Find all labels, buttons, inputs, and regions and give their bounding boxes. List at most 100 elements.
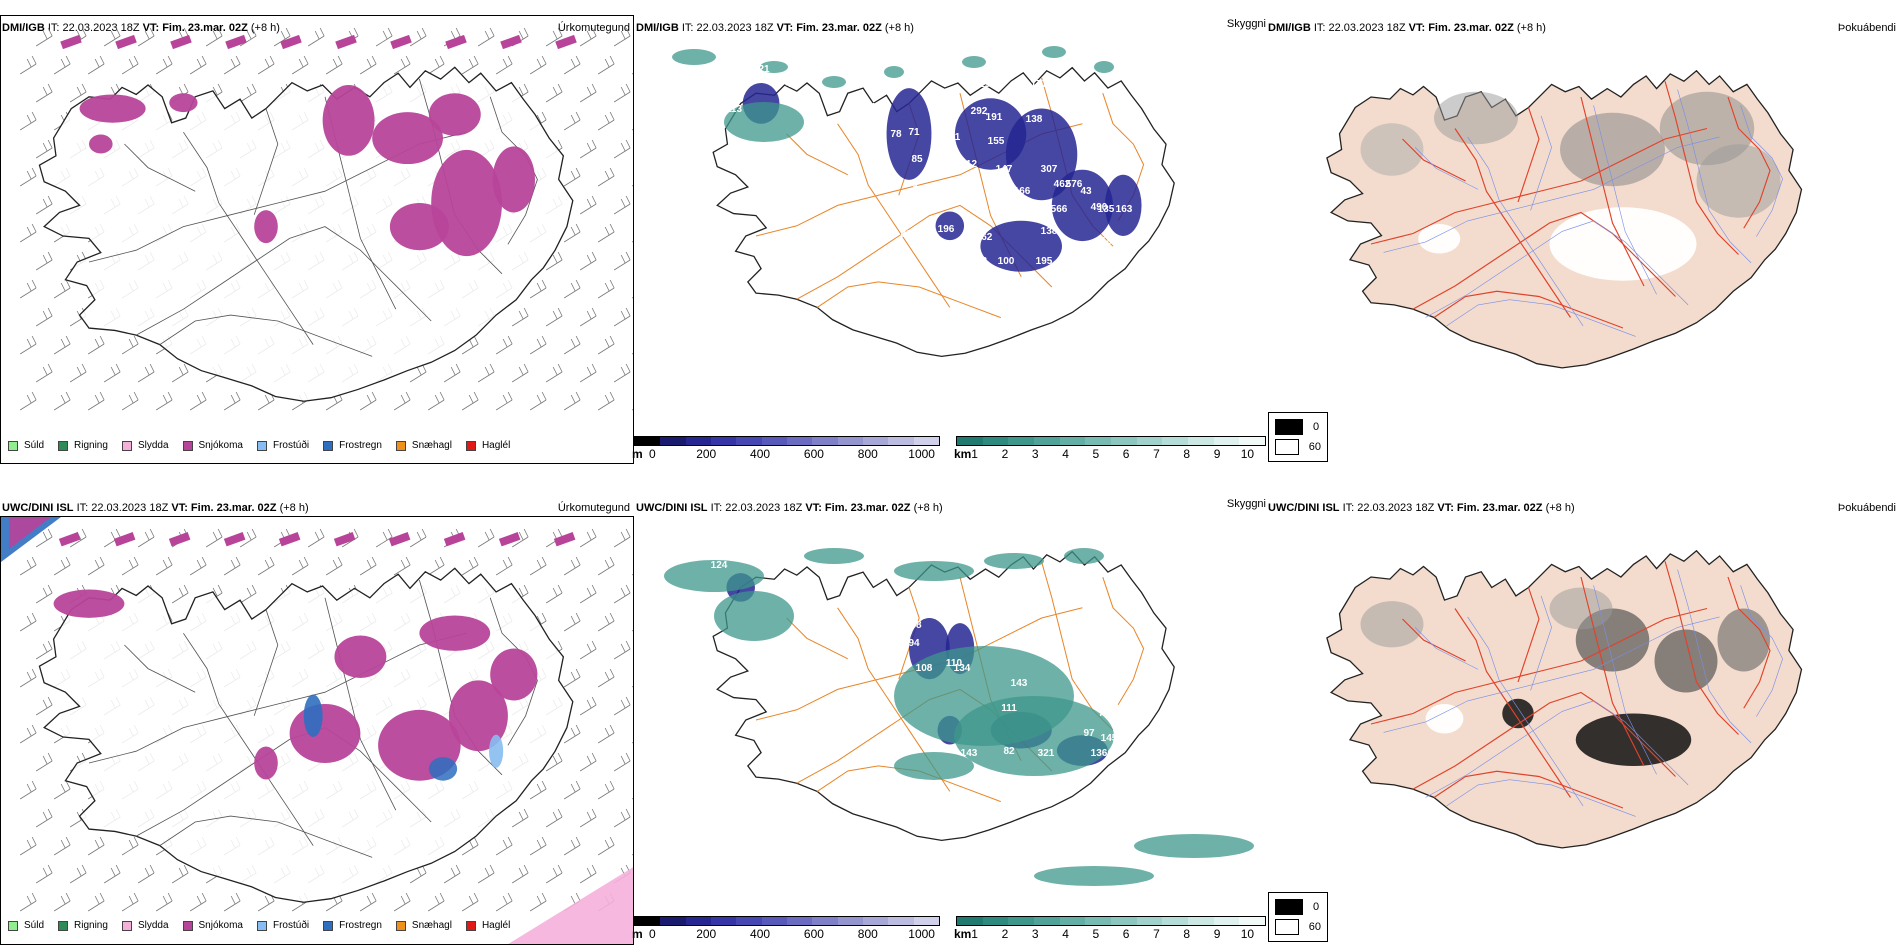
colorbar-segment xyxy=(1162,917,1189,925)
precip-legend-item: Slydda xyxy=(121,920,169,931)
colorbar-segment xyxy=(913,917,939,925)
visibility-value-label: 164 xyxy=(851,232,868,243)
panel-variable-label: Þokuábendi xyxy=(1837,502,1896,514)
panel-title: UWC/DINI ISL IT: 22.03.2023 18Z VT: Fim.… xyxy=(1268,502,1575,514)
panel-visibility-dmi: DMI/IGB IT: 22.03.2023 18Z VT: Fim. 23.m… xyxy=(632,0,1328,470)
colorbar-segment xyxy=(1162,437,1189,445)
fog-legend-item: 60 xyxy=(1275,437,1321,457)
colorbar-segment xyxy=(736,437,762,445)
colorbar-ticks-m: m 0 200 400 600 800 1000 xyxy=(632,926,940,941)
colorbar-tick: 1000 xyxy=(908,927,935,941)
precip-legend-item: Rigning xyxy=(58,440,108,451)
colorbar-tick: 2 xyxy=(1001,447,1009,461)
visibility-value-label: 76 xyxy=(930,586,942,597)
panel-title: DMI/IGB IT: 22.03.2023 18Z VT: Fim. 23.m… xyxy=(636,22,914,34)
colorbar-segment xyxy=(957,917,983,925)
precip-legend-item: Snæhagl xyxy=(395,920,452,931)
colorbar-tick: 5 xyxy=(1092,447,1100,461)
visibility-value-label: 490 xyxy=(1091,202,1108,213)
visibility-value-label: 118 xyxy=(1096,236,1113,247)
legend-swatch xyxy=(121,440,132,451)
colorbar-segment xyxy=(862,437,889,445)
colorbar-segment xyxy=(1085,917,1112,925)
fog-legend-swatch xyxy=(1275,439,1299,455)
legend-label: Slydda xyxy=(137,440,169,451)
panel-variable-label: Skyggni xyxy=(1226,498,1266,510)
legend-label: Frostregn xyxy=(339,440,382,451)
visibility-value-label: 352 xyxy=(1001,638,1018,649)
panel-fog-uwc: UWC/DINI ISL IT: 22.03.2023 18Z VT: Fim.… xyxy=(1266,480,1900,950)
fog-map xyxy=(1266,514,1900,914)
visibility-value-label: 413 xyxy=(1076,596,1093,607)
colorbar-segment xyxy=(635,437,661,445)
fog-legend: 0 60 xyxy=(1268,412,1328,462)
colorbar-tick: 200 xyxy=(696,447,717,461)
visibility-value-label: 97 xyxy=(1083,728,1095,739)
panel-visibility-uwc: UWC/DINI ISL IT: 22.03.2023 18Z VT: Fim.… xyxy=(632,480,1328,950)
precip-legend-item: Frostúði xyxy=(256,920,309,931)
visibility-value-label: 91 xyxy=(988,202,1000,213)
colorbar-segment xyxy=(685,917,711,925)
visibility-value-label: 166 xyxy=(1014,186,1031,197)
colorbar-tick: 2 xyxy=(1001,927,1009,941)
visibility-value-label: 37 xyxy=(1128,648,1140,659)
panel-precip-uwc: UWC/DINI ISL IT: 22.03.2023 18Z VT: Fim.… xyxy=(0,480,634,950)
colorbar-tick: 7 xyxy=(1153,447,1160,461)
visibility-value-label: 100 xyxy=(998,256,1015,267)
colorbar-tick: 600 xyxy=(803,927,824,941)
colorbar-segment xyxy=(957,437,983,445)
visibility-value-label: 79 xyxy=(910,192,922,203)
visibility-km-colorbar: km 1 2 3 4 5 6 7 8 9 10 xyxy=(954,916,1266,941)
precip-legend-item: Frostregn xyxy=(323,920,382,931)
fog-legend-label: 0 xyxy=(1313,901,1320,913)
colorbar-segment xyxy=(1213,917,1240,925)
colorbar-ticks-km: km 1 2 3 4 5 6 7 8 9 10 xyxy=(954,926,1266,941)
visibility-value-label: 43 xyxy=(1080,186,1092,197)
colorbar-segment xyxy=(710,437,737,445)
visibility-m-colorbar: m 0 200 400 600 800 1000 xyxy=(632,916,940,941)
visibility-value-label: 163 xyxy=(1116,204,1133,215)
colorbar-tick: 4 xyxy=(1062,927,1069,941)
visibility-map-svg: 090 982 137 21 407 113 104 78 71 85 75 79 174 171 219 9… xyxy=(672,46,1175,358)
legend-label: Súld xyxy=(24,920,45,931)
fog-map-svg xyxy=(1326,549,1803,849)
colorbar-segment xyxy=(1136,917,1163,925)
visibility-value-label: 321 xyxy=(1038,748,1055,759)
visibility-value-label: 124 xyxy=(711,560,728,571)
colorbar-segment xyxy=(888,917,914,925)
colorbar-segment xyxy=(837,917,863,925)
visibility-m-colorbar: m 0 200 400 600 800 1000 xyxy=(632,436,940,461)
colorbar-segment xyxy=(1008,917,1035,925)
colorbar-strip-km xyxy=(956,916,1266,926)
precip-legend-item: Snjókoma xyxy=(182,440,243,451)
colorbar-segment xyxy=(1059,437,1086,445)
precip-legend-item: Rigning xyxy=(58,920,108,931)
legend-swatch xyxy=(121,920,132,931)
colorbar-tick: 6 xyxy=(1122,927,1130,941)
colorbar-segment xyxy=(761,437,787,445)
fog-legend-swatch xyxy=(1275,419,1303,435)
colorbar-tick: 4 xyxy=(1062,447,1069,461)
colorbar-tick: 3 xyxy=(1031,927,1039,941)
visibility-value-label: 134 xyxy=(954,663,971,674)
colorbar-tick: 8 xyxy=(1183,927,1191,941)
legend-label: Snæhagl xyxy=(411,920,452,931)
colorbar-unit: m xyxy=(632,447,643,461)
visibility-value-label: 112 xyxy=(961,159,978,170)
colorbar-strip-km xyxy=(956,436,1266,446)
colorbar-tick: 3 xyxy=(1031,447,1039,461)
colorbar-tick: 5 xyxy=(1092,927,1100,941)
visibility-value-label: 104 xyxy=(871,102,888,113)
colorbar-tick: 400 xyxy=(750,927,771,941)
visibility-value-label: 85 xyxy=(911,154,923,165)
colorbar-tick: 10 xyxy=(1240,927,1255,941)
colorbar-tick: 600 xyxy=(803,447,824,461)
legend-swatch xyxy=(58,920,69,931)
legend-swatch xyxy=(182,920,193,931)
visibility-value-label: 174 xyxy=(944,109,961,120)
colorbar-ticks-km: km 1 2 3 4 5 6 7 8 9 10 xyxy=(954,446,1266,461)
colorbar-segment xyxy=(761,917,787,925)
colorbar-segment xyxy=(710,917,737,925)
legend-swatch xyxy=(58,440,69,451)
panel-fog-dmi: DMI/IGB IT: 22.03.2023 18Z VT: Fim. 23.m… xyxy=(1266,0,1900,470)
